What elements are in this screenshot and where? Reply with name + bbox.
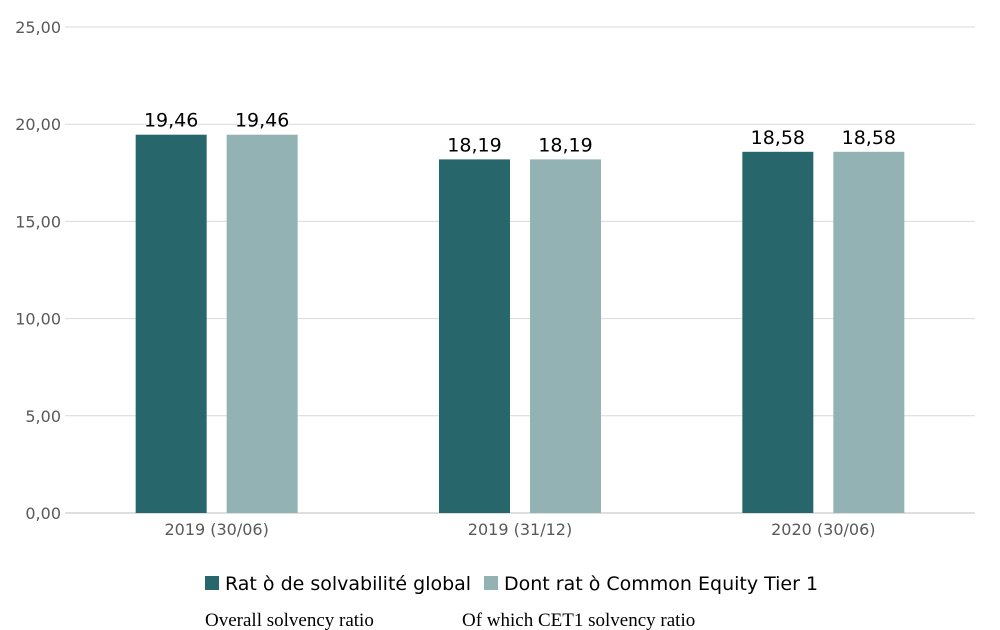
x-tick-label: 2019 (31/12)	[468, 520, 572, 539]
y-axis-ticks: 0,00 5,00 10,00 15,00 20,00 25,00	[15, 18, 61, 523]
legend-swatch-series-2	[484, 576, 498, 590]
legend-swatch-series-1	[205, 576, 219, 590]
data-label: 19,46	[235, 110, 289, 132]
data-label: 18,19	[538, 134, 592, 156]
gridlines	[65, 26, 975, 514]
bar-series-2	[226, 134, 298, 513]
y-tick-label: 10,00	[15, 310, 61, 329]
data-label: 18,58	[842, 127, 896, 149]
x-tick-label: 2019 (30/06)	[164, 520, 268, 539]
legend-label-series-1: Rat ὸ de solvabilité global	[225, 573, 471, 595]
y-tick-label: 5,00	[25, 407, 61, 426]
bar-series-2	[833, 151, 905, 513]
data-labels: 19,46 19,46 18,19 18,19 18,58 18,58	[144, 110, 896, 157]
data-label: 18,19	[447, 134, 501, 156]
legend-label-series-2: Dont rat ὸ Common Equity Tier 1	[504, 573, 818, 595]
bar-series-1	[742, 151, 814, 513]
caption-series-2: Of which CET1 solvency ratio	[462, 610, 695, 630]
y-tick-label: 0,00	[25, 504, 61, 523]
x-tick-label: 2020 (30/06)	[771, 520, 875, 539]
y-tick-label: 25,00	[15, 18, 61, 37]
bar-series-1	[439, 159, 510, 513]
bar-series-1	[135, 134, 207, 513]
data-label: 18,58	[751, 127, 805, 149]
bars	[135, 134, 905, 513]
y-tick-label: 20,00	[15, 115, 61, 134]
data-label: 19,46	[144, 110, 198, 132]
legend: Rat ὸ de solvabilité global Dont rat ὸ C…	[205, 573, 818, 595]
y-tick-label: 15,00	[15, 212, 61, 231]
bar-series-2	[530, 159, 601, 513]
caption-series-1: Overall solvency ratio	[205, 610, 374, 630]
english-captions: Overall solvency ratio Of which CET1 sol…	[205, 610, 695, 630]
x-axis-ticks: 2019 (30/06) 2019 (31/12) 2020 (30/06)	[164, 520, 875, 539]
